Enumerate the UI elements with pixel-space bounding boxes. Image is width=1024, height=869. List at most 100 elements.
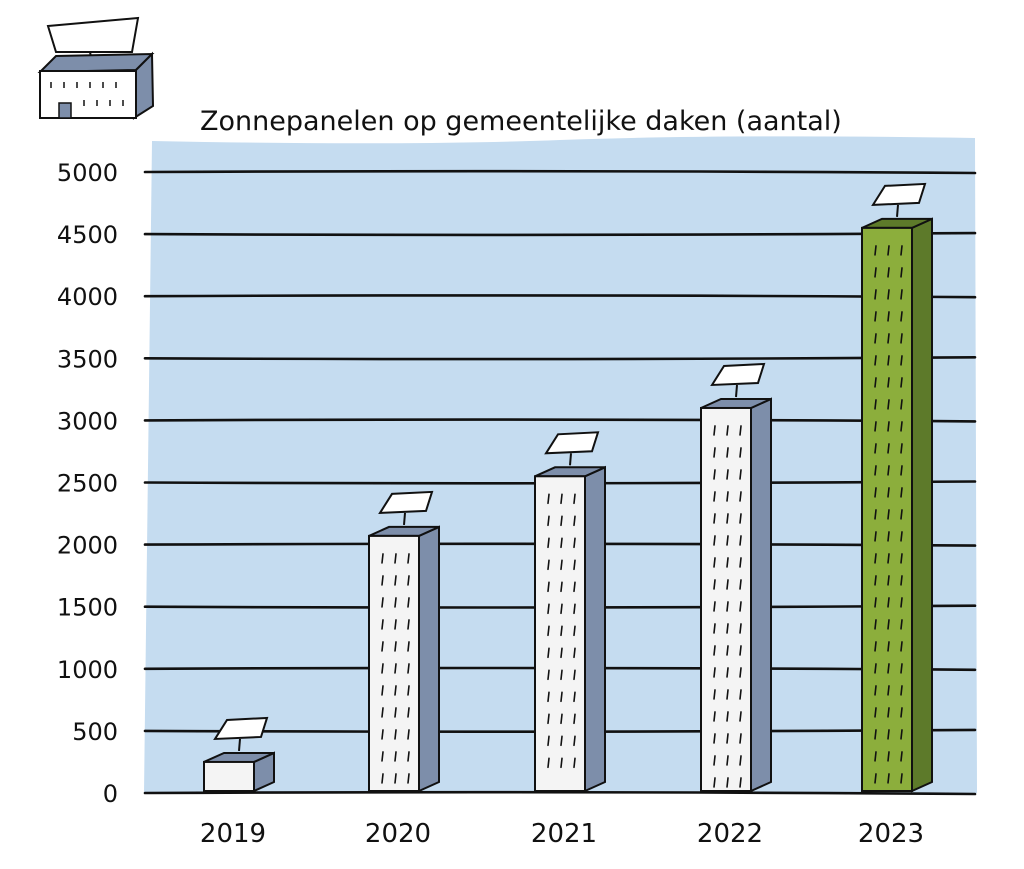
- window-mark: [573, 559, 576, 571]
- bar-front: [861, 226, 913, 792]
- window-mark: [394, 641, 397, 652]
- bars: [203, 182, 933, 793]
- window-mark: [874, 399, 877, 410]
- window-mark: [573, 603, 576, 615]
- panel-post: [896, 204, 899, 217]
- window-mark: [381, 553, 384, 564]
- window-mark: [726, 711, 729, 722]
- window-mark: [887, 553, 890, 564]
- y-tick-label: 2500: [57, 470, 118, 498]
- window-mark: [407, 707, 410, 718]
- x-tick-label: 2023: [858, 819, 924, 849]
- window-mark: [887, 245, 890, 256]
- window-mark: [381, 597, 384, 608]
- window-mark: [900, 641, 903, 652]
- window-mark: [713, 601, 716, 612]
- panel-post: [569, 453, 572, 466]
- window-mark: [739, 447, 742, 458]
- window-mark: [887, 399, 890, 410]
- window-mark: [887, 575, 890, 586]
- window-mark: [726, 645, 729, 656]
- window-mark: [573, 581, 576, 593]
- window-mark: [407, 751, 410, 762]
- window-mark: [874, 267, 877, 278]
- window-mark: [381, 729, 384, 740]
- window-mark: [547, 581, 550, 593]
- window-mark: [739, 579, 742, 590]
- window-mark: [887, 773, 890, 784]
- window-mark: [547, 493, 550, 505]
- x-axis-category-labels: 2019 2020 2021 2022 2023: [200, 819, 924, 849]
- bar-side: [911, 217, 933, 793]
- window-mark: [407, 619, 410, 630]
- window-mark: [394, 707, 397, 718]
- window-mark: [726, 755, 729, 766]
- window-mark: [900, 531, 903, 542]
- window-mark: [739, 777, 742, 788]
- window-mark: [739, 755, 742, 766]
- window-mark: [900, 267, 903, 278]
- window-mark: [874, 751, 877, 762]
- y-tick-label: 1000: [57, 656, 118, 684]
- window-mark: [874, 245, 877, 256]
- window-mark: [887, 311, 890, 322]
- window-mark: [739, 513, 742, 524]
- window-mark: [394, 751, 397, 762]
- window-mark: [739, 667, 742, 678]
- window-mark: [573, 691, 576, 703]
- bar-2022: [700, 362, 772, 793]
- window-mark: [547, 691, 550, 703]
- window-mark: [887, 377, 890, 388]
- window-mark: [900, 399, 903, 410]
- window-mark: [887, 421, 890, 432]
- window-mark: [394, 553, 397, 564]
- window-mark: [887, 597, 890, 608]
- window-mark: [900, 553, 903, 564]
- window-mark: [887, 465, 890, 476]
- window-mark: [713, 711, 716, 722]
- chart-title: Zonnepanelen op gemeentelijke daken (aan…: [200, 106, 842, 137]
- window-mark: [394, 575, 397, 586]
- window-mark: [381, 773, 384, 784]
- y-axis-tick-labels: 0 500 1000 1500 2000 2500 3000 3500 4000 4500 5000: [57, 159, 118, 808]
- x-tick-label: 2022: [697, 819, 763, 849]
- window-mark: [573, 493, 576, 505]
- window-mark: [739, 645, 742, 656]
- window-mark: [726, 513, 729, 524]
- window-mark: [726, 491, 729, 502]
- window-mark: [573, 713, 576, 725]
- window-mark: [874, 597, 877, 608]
- panel-post: [238, 738, 241, 752]
- x-tick-label: 2020: [365, 819, 431, 849]
- window-mark: [560, 757, 563, 769]
- window-mark: [547, 603, 550, 615]
- window-mark: [874, 289, 877, 300]
- window-mark: [887, 663, 890, 674]
- window-mark: [381, 663, 384, 674]
- window-mark: [874, 443, 877, 454]
- y-tick-label: 4000: [57, 283, 118, 311]
- window-mark: [560, 647, 563, 659]
- window-mark: [900, 575, 903, 586]
- y-tick-label: 5000: [57, 159, 118, 187]
- y-tick-label: 1500: [57, 594, 118, 622]
- window-mark: [713, 579, 716, 590]
- window-mark: [560, 625, 563, 637]
- window-mark: [900, 751, 903, 762]
- window-mark: [560, 735, 563, 747]
- window-mark: [887, 487, 890, 498]
- window-mark: [726, 425, 729, 436]
- window-mark: [887, 531, 890, 542]
- window-mark: [874, 487, 877, 498]
- building-with-solar-panel-icon: [37, 16, 155, 120]
- window-mark: [739, 425, 742, 436]
- window-mark: [874, 553, 877, 564]
- bar-2023: [861, 182, 933, 793]
- window-mark: [874, 773, 877, 784]
- window-mark: [381, 619, 384, 630]
- x-tick-label: 2019: [200, 819, 266, 849]
- window-mark: [739, 601, 742, 612]
- window-mark: [900, 311, 903, 322]
- bar-2021: [534, 431, 606, 793]
